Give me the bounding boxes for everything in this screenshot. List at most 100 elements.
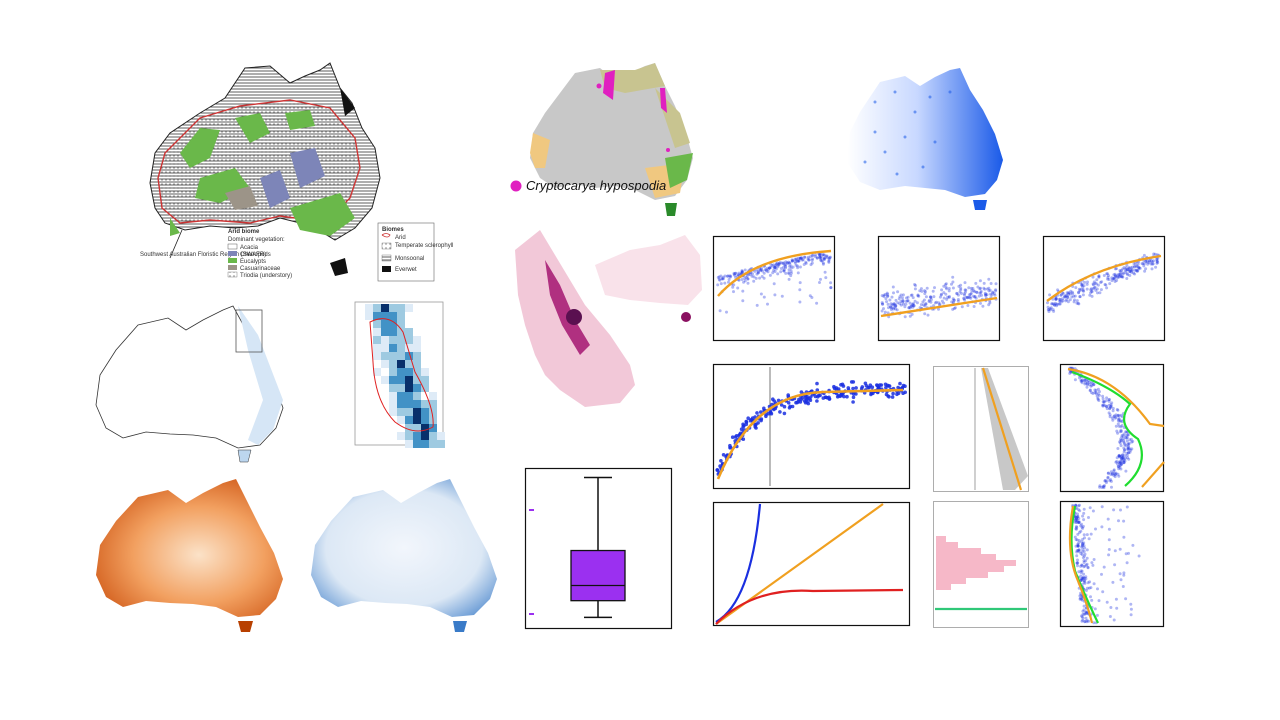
- scatter-point: [787, 277, 791, 281]
- scatter-point: [1118, 465, 1122, 469]
- grid-cell: [397, 384, 405, 392]
- scatter-point: [1087, 381, 1091, 384]
- scatter-point: [899, 293, 903, 297]
- scatter-point: [1098, 390, 1101, 394]
- scatter-point: [1111, 580, 1115, 584]
- scatter-point: [851, 380, 856, 384]
- grid-cell: [381, 336, 389, 344]
- scatter-point: [1080, 379, 1084, 383]
- arid-legend-item: Casuarinaceae: [240, 266, 281, 272]
- scatter-point: [869, 392, 873, 397]
- scatter-point: [1063, 294, 1066, 298]
- scatter-point: [1109, 479, 1113, 483]
- scatter-point: [991, 291, 995, 295]
- scatter-point: [1095, 278, 1099, 282]
- scatter-point: [1078, 531, 1081, 534]
- scatter-point: [919, 303, 923, 307]
- scatter-point: [1066, 291, 1070, 295]
- scatter-point: [1073, 378, 1077, 382]
- scatter-point: [799, 257, 803, 261]
- scatter-point: [773, 265, 777, 269]
- scatter-point: [977, 294, 981, 298]
- scatter-point: [743, 268, 747, 272]
- occurrence-points: [863, 90, 952, 176]
- scatter-point: [741, 289, 745, 293]
- scatter-point: [1080, 598, 1084, 602]
- scatter-point: [715, 468, 720, 472]
- scatter-point: [788, 262, 791, 265]
- scatter-point: [1124, 552, 1128, 556]
- scatter-point: [1102, 403, 1105, 407]
- scatter-point: [1117, 465, 1120, 469]
- scatter-point: [1106, 275, 1110, 279]
- grid-cell: [373, 368, 381, 376]
- scatter-point: [1085, 382, 1089, 386]
- scatter-point: [1078, 594, 1082, 598]
- scatter-point: [1115, 279, 1119, 282]
- scatter-point: [1085, 612, 1088, 615]
- scatter-point: [822, 258, 826, 261]
- scatter-point: [1051, 302, 1054, 306]
- scatter-point: [956, 293, 960, 297]
- scatter-point: [1122, 519, 1126, 523]
- scatter-point: [768, 266, 772, 270]
- scatter-point: [1107, 548, 1111, 551]
- scatter-point: [1073, 518, 1077, 522]
- scatter-point: [1082, 284, 1086, 288]
- grid-cells: [365, 304, 445, 448]
- scatter-point: [1079, 379, 1083, 383]
- scatter-point: [979, 301, 982, 305]
- scatter-point: [1110, 485, 1113, 489]
- scatter-point: [1156, 261, 1160, 264]
- scatter-point: [1122, 571, 1126, 575]
- scatter-point: [1108, 407, 1112, 411]
- scatter-point: [1124, 469, 1128, 473]
- scatter-point: [1079, 524, 1083, 528]
- scatter-point: [755, 272, 759, 276]
- scatter-point: [748, 273, 752, 276]
- scatter-point: [1119, 467, 1123, 471]
- scatter-point: [1133, 264, 1137, 268]
- scatter-point: [1119, 428, 1123, 432]
- scatter-point: [1083, 620, 1087, 624]
- scatter-point: [959, 286, 963, 290]
- scatter-point: [796, 264, 799, 268]
- grid-cell: [421, 424, 429, 432]
- scatter-point: [720, 277, 724, 281]
- scatter-point: [1093, 607, 1097, 611]
- histogram-svg: [933, 501, 1029, 628]
- scatter-point: [1101, 403, 1105, 407]
- scatter-point: [1126, 444, 1130, 448]
- scatter-point: [1085, 556, 1089, 560]
- scatter-point: [988, 301, 992, 305]
- scatter-point: [836, 387, 841, 391]
- scatter-point: [741, 424, 745, 429]
- grid-cell: [421, 416, 429, 424]
- scatter-point: [1092, 283, 1095, 287]
- scatter-point: [796, 399, 800, 404]
- scatter-point: [1058, 299, 1062, 303]
- scatter-point: [1120, 275, 1124, 279]
- scatter-point: [1115, 606, 1119, 610]
- scatter-point: [810, 258, 814, 262]
- scatter-point: [1080, 577, 1083, 580]
- scatter-point: [798, 288, 802, 292]
- scatter-point: [1100, 525, 1104, 529]
- scatter-point: [1103, 283, 1107, 286]
- scatter-point: [917, 294, 921, 298]
- grid-cell: [365, 312, 373, 320]
- scatter-point: [886, 292, 890, 296]
- blue-climate-map: [305, 475, 505, 633]
- scatter-point: [899, 300, 903, 303]
- scatter-point: [1074, 521, 1078, 524]
- scatter-point: [1141, 262, 1145, 266]
- scatter-point: [1133, 272, 1137, 276]
- scatter-point: [1075, 519, 1079, 523]
- scatter-point: [1119, 419, 1123, 423]
- scatter-point: [932, 295, 936, 299]
- scatter-panel-3: [1042, 235, 1166, 342]
- scatter-point: [790, 258, 794, 262]
- scatter-panel-1-svg: [712, 235, 836, 342]
- scatter-point: [1119, 439, 1123, 442]
- scatter-point: [913, 299, 917, 303]
